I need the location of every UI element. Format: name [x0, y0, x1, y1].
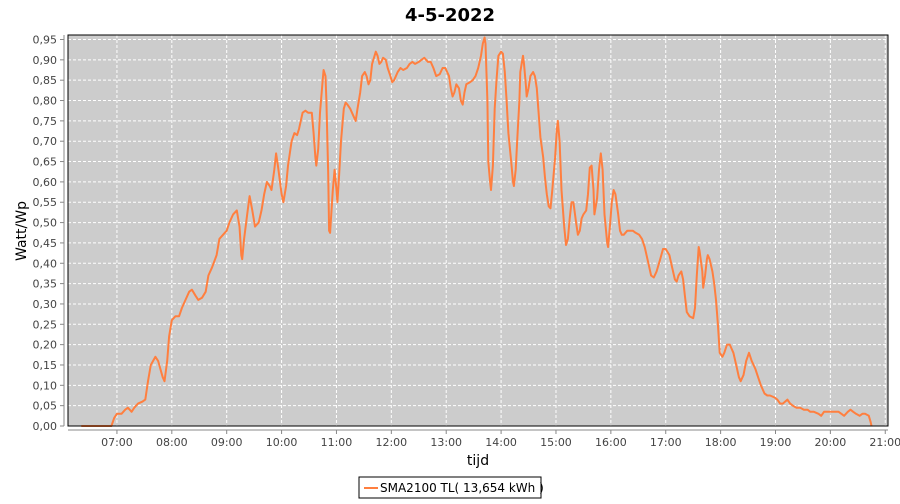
x-axis-label: tijd [467, 453, 489, 469]
y-axis-label: Watt/Wp [14, 201, 30, 261]
y-tick-label: 0,90 [33, 54, 58, 67]
y-tick-label: 0,15 [33, 359, 58, 372]
y-tick-label: 0,35 [33, 278, 58, 291]
x-tick-label: 17:00 [650, 436, 682, 449]
x-axis: 07:00 08:00 09:00 10:00 11:00 12:00 13:00 14:00… [68, 430, 900, 449]
y-tick-label: 0,65 [33, 156, 58, 169]
y-axis: 0,00 0,05 0,10 0,15 0,20 0,25 0,30 0,35 0,40 0,45… [33, 34, 65, 434]
y-tick-label: 0,60 [33, 176, 58, 189]
x-tick-label: 14:00 [485, 436, 517, 449]
x-tick-label: 16:00 [595, 436, 627, 449]
y-tick-label: 0,05 [33, 400, 58, 413]
x-tick-label: 21:00 [869, 436, 900, 449]
y-tick-label: 0,20 [33, 339, 58, 352]
legend: SMA2100 TL( 13,654 kWh ) [359, 477, 544, 498]
x-tick-label: 08:00 [156, 436, 188, 449]
x-tick-label: 13:00 [430, 436, 462, 449]
y-tick-label: 0,55 [33, 196, 58, 209]
x-tick-label: 09:00 [211, 436, 243, 449]
y-tick-label: 0,75 [33, 115, 58, 128]
chart-title: 4-5-2022 [405, 5, 495, 26]
y-tick-label: 0,40 [33, 257, 58, 270]
y-tick-label: 0,95 [33, 34, 58, 47]
x-tick-label: 07:00 [101, 436, 133, 449]
y-tick-label: 0,25 [33, 318, 58, 331]
x-tick-label: 15:00 [540, 436, 572, 449]
y-tick-label: 0,70 [33, 135, 58, 148]
x-tick-label: 12:00 [375, 436, 407, 449]
y-tick-label: 0,30 [33, 298, 58, 311]
y-tick-label: 0,10 [33, 379, 58, 392]
y-tick-label: 0,00 [33, 420, 58, 433]
y-tick-label: 0,50 [33, 217, 58, 230]
plot-area [68, 35, 888, 426]
y-tick-label: 0,45 [33, 237, 58, 250]
legend-label: SMA2100 TL( 13,654 kWh ) [380, 481, 544, 495]
x-tick-label: 11:00 [321, 436, 353, 449]
x-tick-label: 10:00 [266, 436, 298, 449]
x-tick-label: 19:00 [760, 436, 792, 449]
x-tick-label: 20:00 [815, 436, 847, 449]
x-tick-label: 18:00 [705, 436, 737, 449]
y-tick-label: 0,85 [33, 74, 58, 87]
y-tick-label: 0,80 [33, 95, 58, 108]
